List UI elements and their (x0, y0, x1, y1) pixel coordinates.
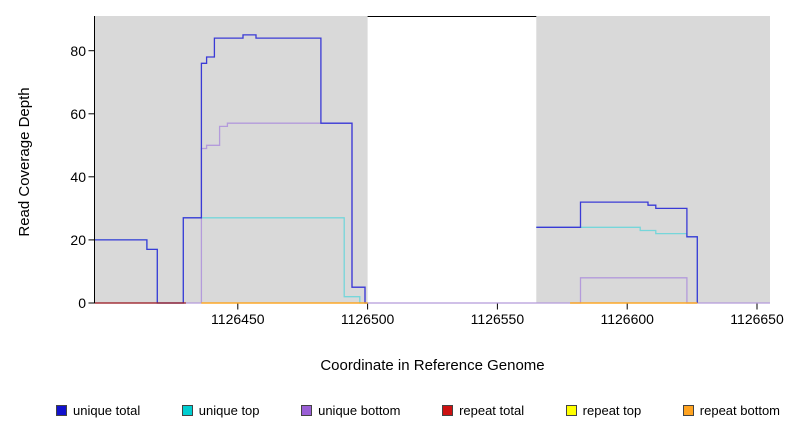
legend-swatch-repeat-total (442, 404, 454, 416)
legend-label-unique-top: unique top (198, 402, 260, 418)
legend: unique total unique top unique bottom repea… (0, 400, 792, 420)
legend-item-repeat-bottom: repeat bottom (682, 402, 780, 418)
legend-swatch-unique-top (181, 404, 193, 416)
coverage-panel (95, 16, 368, 303)
y-axis-title: Read Coverage Depth (16, 87, 33, 237)
x-axis-title: Coordinate in Reference Genome (320, 357, 545, 374)
x-tick-label: 1126650 (730, 311, 784, 327)
legend-label-unique-bottom: unique bottom (318, 402, 401, 418)
series-line-unique-total (95, 34, 368, 304)
legend-label-repeat-total: repeat total (459, 402, 525, 418)
y-tick-label: 60 (70, 105, 86, 122)
y-tick-label: 0 (78, 295, 86, 311)
legend-item-repeat-total: repeat total (442, 403, 524, 418)
legend-swatch-repeat-top (565, 404, 577, 416)
legend-label-unique-total: unique total (73, 402, 141, 418)
legend-item-repeat-top: repeat top (565, 402, 642, 418)
x-tick-label: 1126550 (470, 311, 525, 327)
coverage-panel (536, 16, 770, 303)
series-line-unique-bottom (95, 122, 770, 304)
legend-item-unique-total: unique total (56, 403, 140, 418)
legend-swatch-repeat-bottom (682, 404, 694, 416)
y-tick-label: 40 (70, 168, 86, 185)
x-tick-label: 1126500 (340, 311, 395, 327)
series-line-unique-total (536, 201, 698, 303)
legend-item-unique-bottom: unique bottom (301, 402, 401, 418)
x-tick-label: 1126450 (211, 311, 265, 327)
legend-swatch-unique-total (56, 404, 67, 416)
x-tick-label: 1126600 (600, 311, 654, 327)
y-tick-label: 20 (70, 231, 86, 248)
legend-label-repeat-top: repeat top (582, 402, 642, 418)
legend-label-repeat-bottom: repeat bottom (699, 402, 780, 418)
legend-swatch-unique-bottom (301, 404, 313, 416)
y-tick-label: 80 (70, 42, 86, 59)
legend-item-unique-top: unique top (181, 402, 260, 418)
